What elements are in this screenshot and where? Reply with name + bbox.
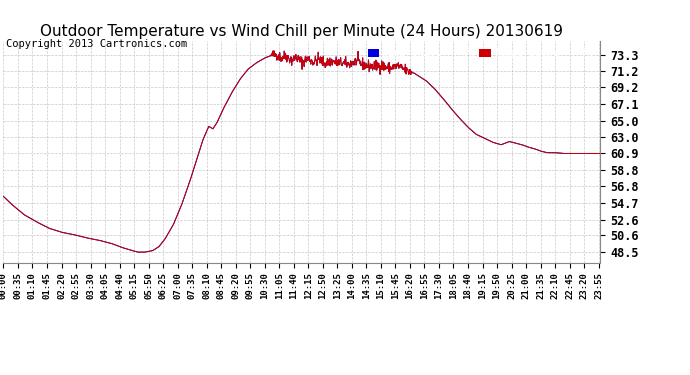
Legend: Wind Chill  (°F), Temperature  (°F): Wind Chill (°F), Temperature (°F) — [366, 46, 595, 60]
Title: Outdoor Temperature vs Wind Chill per Minute (24 Hours) 20130619: Outdoor Temperature vs Wind Chill per Mi… — [41, 24, 563, 39]
Text: Copyright 2013 Cartronics.com: Copyright 2013 Cartronics.com — [6, 39, 187, 50]
